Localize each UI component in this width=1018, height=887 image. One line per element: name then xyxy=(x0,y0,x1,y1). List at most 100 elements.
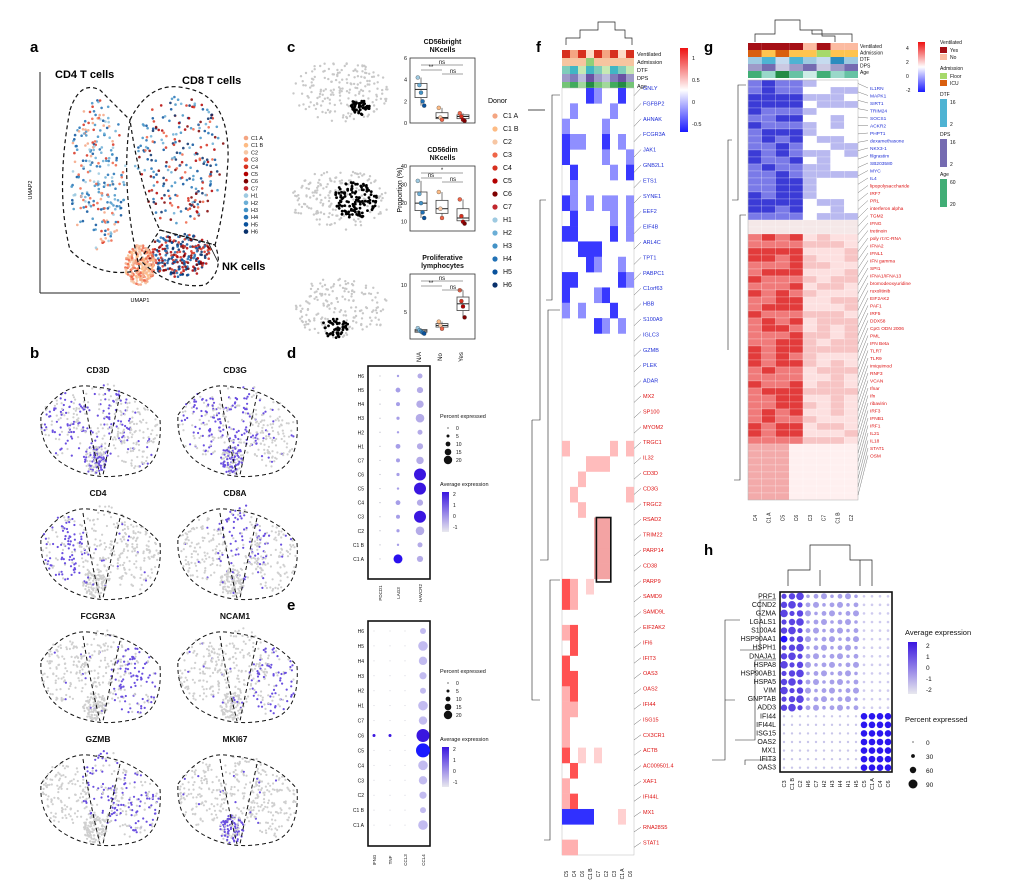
feature-point xyxy=(226,435,229,438)
feature-point xyxy=(276,790,279,793)
feature-point xyxy=(268,460,272,463)
feature-point xyxy=(253,561,256,564)
feature-point xyxy=(85,456,88,459)
feature-point xyxy=(54,452,58,455)
umap-point xyxy=(192,265,195,269)
feature-point xyxy=(110,427,113,430)
feature-point xyxy=(126,525,129,528)
feature-point xyxy=(191,812,194,816)
umap-point xyxy=(221,142,225,145)
feature-point xyxy=(98,408,101,411)
umap-point xyxy=(84,195,87,199)
feature-point xyxy=(254,682,257,685)
feature-point xyxy=(84,786,87,789)
feature-point xyxy=(65,765,68,768)
feature-point xyxy=(135,660,138,663)
feature-point xyxy=(276,587,280,590)
feature-point xyxy=(262,577,265,580)
feature-title: NCAM1 xyxy=(220,611,250,621)
feature-point xyxy=(219,532,223,535)
feature-point xyxy=(221,713,225,716)
feature-point xyxy=(87,713,90,716)
feature-point xyxy=(119,658,122,661)
feature-point xyxy=(133,693,136,696)
feature-point xyxy=(63,804,66,807)
feature-point xyxy=(99,575,102,578)
feature-point xyxy=(83,790,86,793)
c-umap-point xyxy=(323,76,326,80)
feature-point xyxy=(182,793,185,796)
legend-label: C7 xyxy=(251,186,258,192)
feature-point xyxy=(289,449,292,452)
feature-point xyxy=(72,663,75,667)
feature-point xyxy=(225,644,228,647)
feature-point xyxy=(241,757,244,760)
feature-point xyxy=(121,440,124,443)
feature-point xyxy=(63,672,66,675)
feature-point xyxy=(60,787,63,790)
feature-point xyxy=(72,416,75,419)
feature-point xyxy=(270,460,274,463)
c-umap-point xyxy=(372,75,376,78)
c-umap-point xyxy=(338,81,341,84)
umap-point xyxy=(191,178,195,181)
feature-point xyxy=(234,765,237,768)
feature-point xyxy=(226,448,229,451)
feature-point xyxy=(238,702,241,705)
feature-point xyxy=(86,837,89,840)
feature-point xyxy=(222,449,225,452)
feature-point xyxy=(59,426,62,429)
umap-point xyxy=(207,257,210,261)
feature-point xyxy=(255,559,258,563)
feature-point xyxy=(179,785,182,788)
umap-point xyxy=(207,126,210,129)
feature-point xyxy=(256,770,259,773)
feature-point xyxy=(43,423,47,426)
feature-point xyxy=(78,564,81,568)
feature-point xyxy=(144,577,147,580)
feature-point xyxy=(248,415,251,418)
feature-point xyxy=(124,700,127,703)
feature-point xyxy=(212,559,215,562)
feature-point xyxy=(61,527,64,530)
feature-point xyxy=(241,823,245,826)
feature-point xyxy=(122,460,126,463)
feature-point xyxy=(53,408,56,412)
feature-point xyxy=(269,423,272,426)
feature-point xyxy=(81,557,84,560)
umap-point xyxy=(189,215,192,218)
umap-point xyxy=(110,153,114,156)
feature-point xyxy=(224,678,227,681)
feature-point xyxy=(143,808,146,811)
c-umap-point xyxy=(356,83,359,86)
feature-point xyxy=(226,520,229,523)
feature-point xyxy=(61,552,64,555)
feature-point xyxy=(157,552,160,555)
umap-point xyxy=(184,221,188,224)
feature-point xyxy=(215,545,218,548)
feature-point xyxy=(230,794,233,797)
feature-point xyxy=(143,802,147,805)
feature-point xyxy=(251,423,254,426)
feature-point xyxy=(218,543,221,546)
umap-point xyxy=(139,262,143,265)
feature-point xyxy=(258,781,261,784)
feature-point xyxy=(107,665,110,668)
feature-point xyxy=(284,534,287,537)
feature-point xyxy=(140,684,143,687)
umap-point xyxy=(135,282,138,286)
feature-point xyxy=(290,429,293,432)
feature-point xyxy=(238,467,241,470)
feature-point xyxy=(183,787,186,790)
feature-point xyxy=(203,551,206,554)
umap-point xyxy=(205,143,209,147)
feature-point xyxy=(58,573,61,576)
feature-point xyxy=(223,441,226,444)
umap-point xyxy=(151,129,155,133)
feature-point xyxy=(84,677,87,680)
feature-point xyxy=(101,705,104,709)
umap-point xyxy=(97,187,101,191)
umap-point xyxy=(135,262,138,266)
feature-point xyxy=(282,708,285,711)
feature-point xyxy=(212,789,215,792)
